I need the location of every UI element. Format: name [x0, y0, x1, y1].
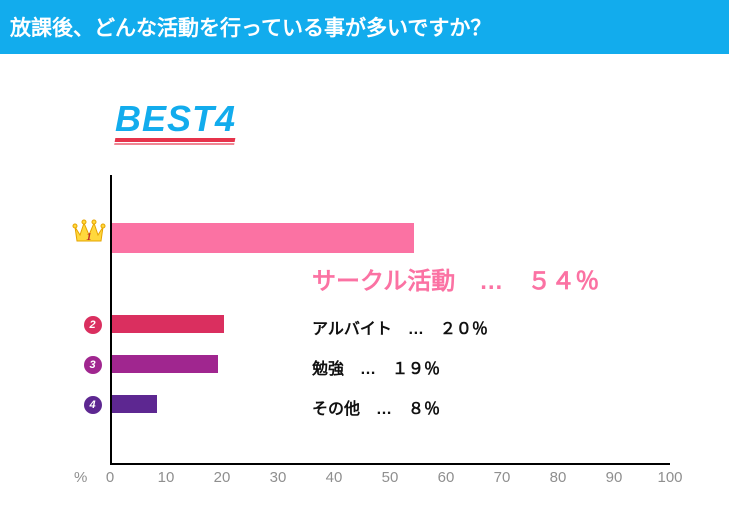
bar-label-rank-2: アルバイト … ２０％	[312, 315, 488, 339]
rank-2-icon: 2	[80, 315, 106, 334]
xtick-50: 50	[382, 469, 399, 486]
xtick-20: 20	[214, 469, 231, 486]
svg-text:1: 1	[86, 231, 92, 243]
bar-rank-2	[112, 315, 224, 333]
bar-rank-4	[112, 395, 157, 413]
rank-4-icon: 4	[80, 395, 106, 414]
best4-text: BEST4	[115, 98, 236, 140]
xtick-10: 10	[158, 469, 175, 486]
bar-rank-3	[112, 355, 218, 373]
rank-3-icon: 3	[80, 355, 106, 374]
xtick-0: 0	[106, 469, 114, 486]
activity-chart: 1 サークル活動 … ５４％ 2 アルバイト … ２０％ 3 勉強 … １９％ 4 その他 …	[70, 175, 690, 505]
bar-label-rank-3: 勉強 … １９％	[312, 355, 440, 379]
header-title: 放課後、どんな活動を行っている事が多いですか？	[10, 17, 491, 40]
x-axis: 0102030405060708090100	[110, 469, 670, 499]
xtick-60: 60	[438, 469, 455, 486]
bar-label-rank-1: サークル活動 … ５４％	[312, 261, 599, 296]
best4-badge: BEST4	[115, 98, 236, 142]
xtick-90: 90	[606, 469, 623, 486]
chart-plot-area: 1 サークル活動 … ５４％2アルバイト … ２０％3勉強 … １９％4その他 …	[110, 175, 670, 465]
xtick-100: 100	[657, 469, 682, 486]
best4-underline	[115, 138, 236, 142]
axis-unit-label: %	[74, 469, 87, 486]
xtick-30: 30	[270, 469, 287, 486]
header: 放課後、どんな活動を行っている事が多いですか？	[0, 0, 729, 54]
bar-label-rank-4: その他 … ８％	[312, 395, 440, 419]
rank-1-crown-icon: 1	[72, 217, 106, 245]
xtick-70: 70	[494, 469, 511, 486]
xtick-40: 40	[326, 469, 343, 486]
xtick-80: 80	[550, 469, 567, 486]
bar-rank-1	[112, 223, 414, 253]
